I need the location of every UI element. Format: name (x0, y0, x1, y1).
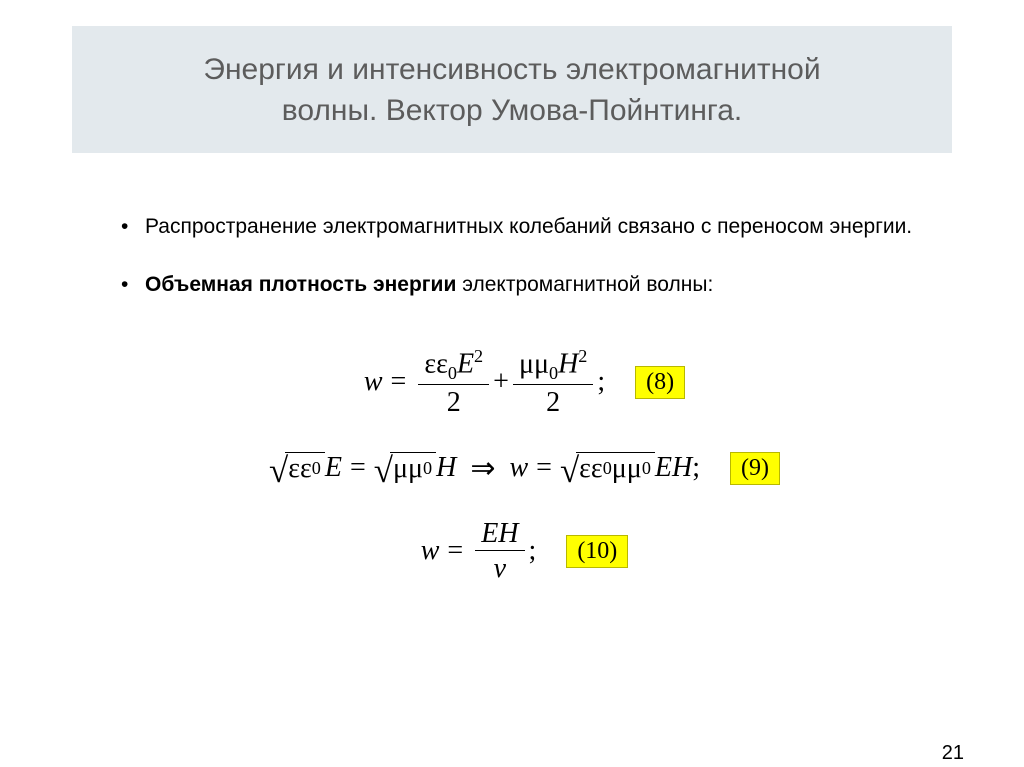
equation-8: w = εε0E2 2 + μμ0H2 2 (364, 346, 605, 419)
implies-arrow: ⇒ (470, 451, 495, 486)
title-line-2: волны. Вектор Умова-Пойнтинга. (112, 91, 912, 132)
bullet-text: Распространение электромагнитных колебан… (145, 215, 912, 238)
equation-9: √ εε0 E = √ μμ0 H ⇒ w = (269, 451, 700, 486)
var: w (509, 452, 528, 484)
sym: ε (591, 453, 603, 485)
sub: 0 (448, 363, 457, 383)
eq9-sqrt-mid: √ μμ0 (374, 452, 436, 485)
semicolon: ; (692, 452, 700, 484)
plus: + (493, 366, 509, 398)
sub: 0 (642, 458, 651, 479)
equation-label-10: (10) (566, 535, 628, 568)
equation-label-9: (9) (730, 452, 780, 485)
semicolon: ; (529, 535, 537, 567)
equation-label-8: (8) (635, 366, 685, 399)
equations-area: w = εε0E2 2 + μμ0H2 2 (115, 346, 934, 585)
var: H (498, 518, 518, 549)
slide-body: Распространение электромагнитных колебан… (0, 153, 1024, 585)
exp: 2 (474, 346, 483, 366)
bullet-list: Распространение электромагнитных колебан… (115, 213, 934, 300)
sym: ε (300, 453, 312, 485)
sub: 0 (603, 458, 612, 479)
den: 2 (441, 385, 467, 419)
bullet-bold: Объемная плотность энергии (145, 273, 456, 296)
var: H (436, 452, 456, 484)
sub: 0 (312, 458, 321, 479)
bullet-item: Объемная плотность энергии электромагнит… (115, 271, 934, 299)
eq8-lhs: w (364, 366, 383, 398)
var: E (457, 348, 474, 379)
sym: ε (579, 453, 591, 485)
eq9-sqrt-right: √ εε0μμ0 (560, 452, 655, 485)
var: v (488, 551, 512, 585)
eq8-frac2: μμ0H2 2 (513, 346, 593, 419)
eq9-sqrt-left: √ εε0 (269, 452, 325, 485)
equation-row-9: √ εε0 E = √ μμ0 H ⇒ w = (115, 451, 934, 486)
sub: 0 (423, 458, 432, 479)
sym: μ (627, 453, 642, 485)
equation-row-10: w = EH v ; (10) (115, 518, 934, 585)
slide-title-band: Энергия и интенсивность электромагнитной… (72, 26, 952, 153)
var: H (558, 348, 578, 379)
var: E (325, 452, 342, 484)
title-line-1: Энергия и интенсивность электромагнитной (112, 50, 912, 91)
sym: ε (424, 348, 436, 379)
sub: 0 (549, 363, 558, 383)
den: 2 (540, 385, 566, 419)
sym: μ (612, 453, 627, 485)
sym: μ (534, 348, 549, 379)
page-number: 21 (942, 742, 964, 765)
var: E (655, 452, 672, 484)
eq8-frac1: εε0E2 2 (418, 346, 489, 419)
sym: μ (519, 348, 534, 379)
eq-sign: = (350, 452, 366, 484)
sym: ε (288, 453, 300, 485)
eq10-frac: EH v (475, 518, 524, 585)
sym: μ (393, 453, 408, 485)
bullet-item: Распространение электромагнитных колебан… (115, 213, 934, 241)
equation-10: w = EH v ; (421, 518, 537, 585)
equation-row-8: w = εε0E2 2 + μμ0H2 2 (115, 346, 934, 419)
sym: μ (408, 453, 423, 485)
slide: Энергия и интенсивность электромагнитной… (0, 26, 1024, 767)
bullet-text: электромагнитной волны: (456, 273, 713, 296)
var: H (672, 452, 692, 484)
sym: ε (436, 348, 448, 379)
semicolon: ; (597, 366, 605, 398)
exp: 2 (578, 346, 587, 366)
var: w (421, 535, 440, 567)
var: E (481, 518, 498, 549)
